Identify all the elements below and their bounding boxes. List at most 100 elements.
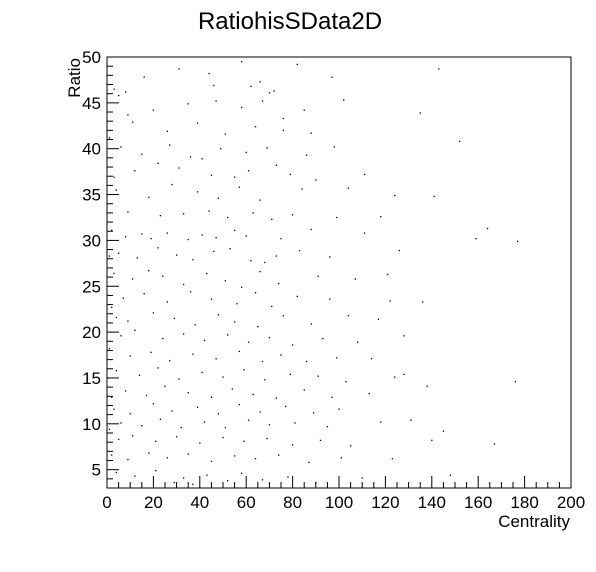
- data-point: [227, 216, 229, 219]
- data-point: [338, 408, 340, 410]
- data-point: [514, 381, 517, 383]
- data-point: [141, 153, 143, 155]
- data-point: [389, 300, 391, 302]
- data-point: [217, 197, 220, 199]
- data-point: [426, 385, 428, 387]
- data-point: [285, 405, 287, 408]
- data-point: [111, 306, 113, 309]
- data-point: [254, 292, 257, 294]
- x-tick-label: 140: [418, 493, 446, 512]
- data-point: [377, 318, 380, 320]
- data-point: [329, 256, 331, 258]
- data-point: [410, 419, 412, 421]
- data-point: [329, 298, 331, 300]
- data-point: [298, 249, 301, 252]
- scatter-points: [108, 60, 519, 486]
- data-point: [247, 419, 250, 421]
- data-point: [201, 371, 203, 374]
- data-point: [224, 280, 227, 282]
- data-point: [250, 85, 252, 88]
- data-point: [111, 396, 113, 398]
- data-point: [227, 480, 229, 482]
- data-point: [271, 305, 273, 308]
- data-point: [169, 359, 171, 362]
- data-point: [433, 195, 435, 198]
- data-point: [442, 430, 445, 432]
- data-point: [159, 215, 162, 217]
- data-point: [268, 92, 271, 94]
- data-point: [118, 252, 120, 254]
- data-point: [403, 335, 405, 337]
- y-tick-label: 35: [82, 186, 101, 205]
- data-point: [238, 403, 240, 406]
- data-point: [347, 187, 349, 189]
- data-point: [215, 100, 217, 102]
- data-point: [178, 167, 180, 169]
- data-point: [148, 196, 150, 198]
- data-point: [231, 388, 233, 390]
- data-point: [254, 126, 257, 128]
- data-point: [275, 164, 278, 166]
- data-point: [108, 137, 111, 139]
- data-point: [171, 183, 173, 186]
- data-point: [108, 348, 111, 350]
- data-point: [261, 100, 264, 102]
- data-point: [345, 381, 347, 383]
- data-point: [247, 341, 250, 343]
- data-point: [118, 94, 120, 97]
- data-point: [282, 129, 285, 132]
- data-point: [169, 144, 171, 146]
- data-point: [150, 237, 152, 240]
- data-point: [459, 140, 461, 143]
- data-point: [296, 295, 298, 298]
- data-point: [250, 259, 252, 262]
- data-point: [115, 370, 117, 372]
- data-point: [247, 170, 250, 172]
- x-tick-label: 100: [325, 493, 353, 512]
- data-point: [155, 440, 157, 442]
- data-point: [182, 477, 185, 479]
- data-point: [292, 344, 294, 346]
- data-point: [331, 396, 333, 398]
- data-point: [210, 298, 213, 300]
- data-point: [178, 378, 180, 380]
- data-point: [222, 436, 224, 439]
- data-point: [182, 333, 185, 335]
- data-point: [217, 314, 220, 316]
- data-point: [363, 232, 366, 234]
- data-point: [486, 227, 489, 230]
- data-point: [361, 477, 363, 479]
- x-tick-label: 80: [283, 493, 302, 512]
- data-point: [278, 454, 280, 456]
- data-point: [141, 233, 143, 235]
- data-point: [131, 278, 134, 280]
- data-point: [150, 351, 152, 353]
- data-point: [310, 323, 312, 325]
- data-point: [210, 174, 213, 176]
- y-tick-label: 10: [82, 415, 101, 434]
- data-point: [264, 261, 266, 264]
- data-point: [238, 350, 240, 353]
- data-point: [289, 173, 291, 176]
- data-point: [303, 389, 305, 391]
- data-point: [350, 445, 352, 447]
- data-point: [124, 236, 127, 238]
- data-point: [122, 297, 124, 299]
- data-point: [273, 90, 275, 92]
- data-point: [108, 428, 111, 431]
- data-point: [162, 337, 164, 340]
- data-point: [208, 72, 210, 75]
- data-point: [305, 154, 308, 156]
- data-point: [287, 476, 289, 478]
- data-point: [113, 176, 115, 178]
- data-point: [131, 121, 134, 123]
- y-tick-label: 40: [82, 140, 101, 159]
- data-point: [271, 218, 273, 221]
- data-point: [387, 273, 389, 276]
- x-tick-label: 20: [144, 493, 163, 512]
- data-point: [370, 358, 373, 360]
- data-point: [173, 317, 175, 320]
- data-point: [275, 397, 278, 399]
- data-point: [308, 461, 310, 464]
- data-point: [243, 440, 245, 442]
